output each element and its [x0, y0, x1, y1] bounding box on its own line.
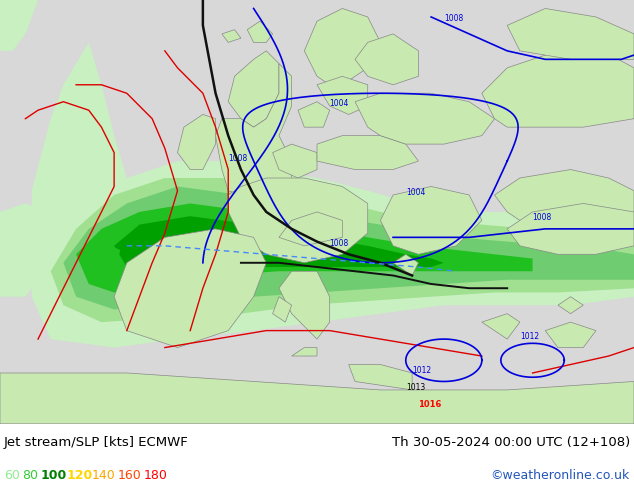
Polygon shape — [0, 0, 38, 51]
Polygon shape — [51, 178, 634, 322]
Polygon shape — [507, 8, 634, 59]
Polygon shape — [273, 144, 317, 178]
Text: 1008: 1008 — [533, 214, 552, 222]
Polygon shape — [76, 203, 533, 293]
Polygon shape — [178, 115, 216, 170]
Polygon shape — [247, 21, 273, 43]
Polygon shape — [298, 102, 330, 127]
Polygon shape — [292, 347, 317, 356]
Polygon shape — [355, 93, 495, 144]
Text: 1008: 1008 — [228, 154, 247, 163]
Text: 1008: 1008 — [330, 239, 349, 248]
Polygon shape — [279, 271, 330, 339]
Text: 120: 120 — [67, 469, 93, 482]
Text: 160: 160 — [117, 469, 141, 482]
Polygon shape — [63, 187, 634, 309]
Polygon shape — [507, 203, 634, 254]
Polygon shape — [0, 373, 634, 424]
Text: Jet stream/SLP [kts] ECMWF: Jet stream/SLP [kts] ECMWF — [4, 436, 189, 449]
Polygon shape — [32, 161, 634, 347]
Polygon shape — [317, 76, 368, 115]
Text: 1016: 1016 — [418, 400, 442, 409]
Text: 140: 140 — [92, 469, 116, 482]
Text: 60: 60 — [4, 469, 20, 482]
Text: 1008: 1008 — [444, 14, 463, 23]
Text: 80: 80 — [22, 469, 39, 482]
Text: 1013: 1013 — [406, 383, 425, 392]
Text: 1004: 1004 — [406, 188, 425, 197]
Polygon shape — [393, 254, 418, 275]
Polygon shape — [273, 297, 292, 322]
Text: 1012: 1012 — [520, 332, 539, 341]
Text: 1012: 1012 — [412, 366, 431, 375]
Polygon shape — [32, 43, 139, 309]
Polygon shape — [279, 212, 342, 246]
Text: 180: 180 — [143, 469, 167, 482]
Polygon shape — [228, 178, 368, 263]
Polygon shape — [495, 170, 634, 229]
Polygon shape — [349, 365, 412, 390]
Polygon shape — [222, 30, 241, 43]
Polygon shape — [0, 203, 63, 297]
Text: 100: 100 — [41, 469, 67, 482]
Polygon shape — [304, 8, 380, 85]
Polygon shape — [82, 242, 120, 271]
Polygon shape — [228, 51, 279, 127]
Polygon shape — [482, 51, 634, 127]
Polygon shape — [114, 229, 266, 347]
Text: 1004: 1004 — [330, 99, 349, 108]
Polygon shape — [317, 136, 418, 170]
Polygon shape — [545, 322, 596, 347]
Polygon shape — [216, 64, 292, 203]
Polygon shape — [355, 34, 418, 85]
Polygon shape — [114, 216, 444, 271]
Polygon shape — [380, 187, 482, 254]
Polygon shape — [482, 314, 520, 339]
Polygon shape — [558, 297, 583, 314]
Text: Th 30-05-2024 00:00 UTC (12+108): Th 30-05-2024 00:00 UTC (12+108) — [392, 436, 630, 449]
Text: ©weatheronline.co.uk: ©weatheronline.co.uk — [491, 469, 630, 482]
